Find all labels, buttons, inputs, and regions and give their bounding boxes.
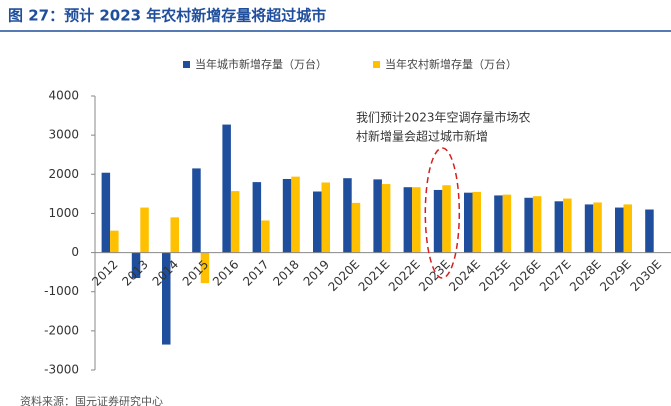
x-tick-label: 2020E	[325, 257, 362, 294]
bar	[381, 184, 391, 253]
x-tick-label: 2013	[119, 257, 150, 288]
bar	[351, 202, 361, 253]
x-tick-label: 2027E	[537, 257, 574, 294]
bar	[170, 217, 179, 253]
y-tick-label: 4000	[48, 89, 79, 103]
x-tick-label: 2012	[89, 257, 120, 288]
bar	[554, 201, 564, 253]
x-tick-label: 2029E	[597, 257, 634, 294]
legend-swatch	[183, 61, 190, 68]
y-tick-label: -2000	[44, 323, 79, 337]
y-tick-label: -1000	[44, 284, 79, 298]
bar	[645, 209, 654, 253]
x-tick-label: 2018	[270, 257, 301, 288]
bar	[615, 207, 624, 253]
bar	[563, 198, 572, 253]
bar	[313, 191, 322, 253]
annotation: 我们预计2023年空调存量市场农	[356, 110, 531, 125]
bar	[433, 189, 443, 253]
y-tick-label: 1000	[48, 206, 79, 220]
x-tick-label: 2028E	[567, 257, 604, 294]
bar	[140, 207, 149, 253]
bar	[131, 252, 141, 279]
bar	[472, 191, 481, 253]
bar	[261, 220, 270, 253]
bar	[101, 172, 111, 253]
x-tick-label: 2016	[210, 257, 241, 288]
y-tick-label: 0	[71, 245, 79, 259]
bar	[494, 195, 503, 253]
bar	[192, 168, 201, 253]
bar	[200, 252, 210, 284]
x-tick-label: 2030E	[627, 257, 664, 294]
bar	[343, 178, 352, 253]
bar	[222, 124, 231, 253]
bar	[291, 176, 300, 253]
bar	[162, 252, 171, 345]
highlight	[424, 147, 461, 279]
source: 资料来源：国元证券研究中心	[20, 394, 163, 406]
x-tick-label: 2017	[240, 257, 271, 288]
x-tick-label: 2021E	[356, 257, 393, 294]
bar	[282, 178, 292, 253]
bar	[110, 230, 119, 253]
y-tick-label: -3000	[44, 363, 79, 377]
bar	[373, 179, 382, 253]
legend-label: 当年农村新增存量（万台）	[385, 57, 517, 71]
bar	[464, 192, 473, 253]
bar	[252, 182, 262, 253]
x-tick-label: 2025E	[476, 257, 513, 294]
bar	[403, 187, 413, 253]
bar	[502, 194, 512, 253]
y-tick-label: 3000	[48, 128, 79, 142]
x-tick-label: 2024E	[446, 257, 483, 294]
x-tick-label: 2026E	[507, 257, 544, 294]
annotation: 村新增量会超过城市新增	[356, 129, 488, 144]
bar	[412, 187, 421, 253]
legend-swatch	[373, 61, 380, 68]
legend-label: 当年城市新增存量（万台）	[195, 57, 327, 71]
bar	[584, 204, 594, 253]
y-tick-label: 2000	[48, 167, 79, 181]
bar	[532, 196, 542, 253]
chart-title: 图 27：预计 2023 年农村新增存量将超过城市	[8, 7, 326, 25]
x-tick-label: 2022E	[386, 257, 423, 294]
bar	[321, 182, 330, 253]
bar	[230, 191, 240, 253]
bar	[593, 202, 602, 253]
bar	[524, 197, 533, 253]
bar	[442, 185, 451, 253]
bar	[623, 204, 632, 253]
